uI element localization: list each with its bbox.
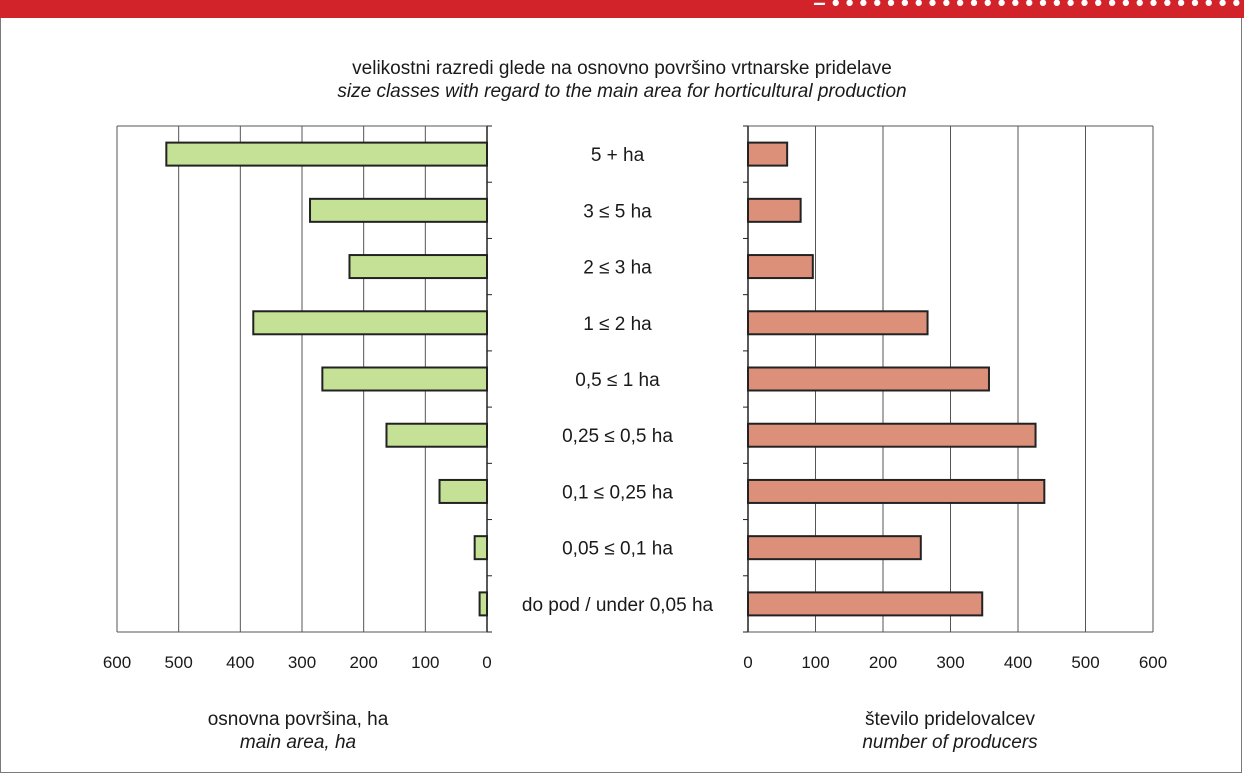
right-tick-label: 400 [1004,653,1032,672]
left-bar [348,254,488,280]
right-tick-label: 0 [743,653,752,672]
right-tick-label: 100 [801,653,829,672]
right-tick-label: 200 [869,653,897,672]
right-bar [747,478,1046,504]
right-bar [747,591,984,617]
left-bar [478,591,489,617]
left-tick-label: 300 [288,653,316,672]
left-bar [473,535,488,561]
category-label: 0,5 ≤ 1 ha [575,370,660,391]
right-bar [747,141,789,167]
left-bar [252,310,488,336]
right-bar [747,197,802,223]
left-tick-label: 600 [103,653,131,672]
header-line-english: size classes with regard to the main are… [337,81,907,102]
chart-header: velikostni razredi glede na osnovno povr… [0,57,1244,103]
left-bar [309,197,488,223]
right-tick-label: 600 [1139,653,1167,672]
category-label: 0,05 ≤ 0,1 ha [562,539,673,560]
left-tick-label: 500 [164,653,192,672]
left-axis-title: osnovna površina, ha main area, ha [148,708,448,754]
category-label: 0,1 ≤ 0,25 ha [562,482,673,503]
right-axis-title-english: number of producers [862,732,1038,753]
right-axis-title-slovene: število pridelovalcev [864,709,1036,730]
left-tick-label: 200 [349,653,377,672]
category-label: 1 ≤ 2 ha [583,314,652,335]
category-label: 3 ≤ 5 ha [583,201,652,222]
left-bar [321,366,488,392]
right-tick-label: 300 [936,653,964,672]
right-bar [747,310,929,336]
right-tick-label: 500 [1071,653,1099,672]
left-bar [165,141,488,167]
right-bar [747,366,990,392]
right-bar [747,254,814,280]
left-tick-label: 400 [226,653,254,672]
right-bar [747,422,1037,448]
category-label: do pod / under 0,05 ha [522,595,714,616]
category-label: 5 + ha [591,145,645,166]
category-label: 0,25 ≤ 0,5 ha [562,426,673,447]
top-banner: – • • • • • • • • • • • • • • • • • • • … [0,0,1244,18]
right-axis-title: število pridelovalcev number of producer… [800,708,1100,754]
right-bar [747,535,922,561]
top-banner-text: – • • • • • • • • • • • • • • • • • • • … [813,0,1240,15]
left-tick-label: 100 [411,653,439,672]
category-label: 2 ≤ 3 ha [583,258,652,279]
left-tick-label: 0 [482,653,491,672]
left-bar [385,422,489,448]
left-bar [438,478,488,504]
left-axis-title-slovene: osnovna površina, ha [207,709,389,730]
left-axis-title-english: main area, ha [239,732,357,753]
header-line-slovene: velikostni razredi glede na osnovno povr… [352,58,892,79]
